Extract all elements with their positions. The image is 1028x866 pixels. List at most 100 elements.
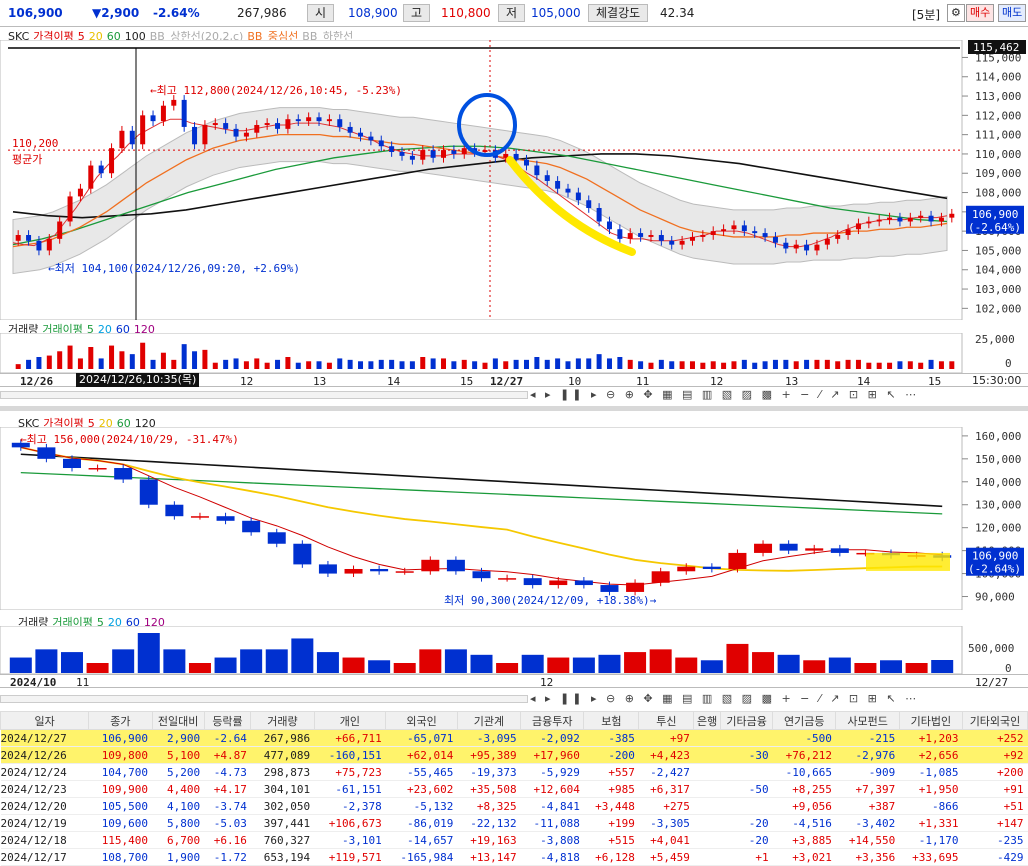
lower-scrollbar[interactable] <box>0 695 528 703</box>
candle <box>233 128 239 137</box>
column-header[interactable]: 투신 <box>638 711 695 730</box>
volume-bar <box>598 654 621 673</box>
candle <box>679 240 685 245</box>
table-cell <box>720 763 773 781</box>
table-cell: +3,356 <box>835 848 900 866</box>
table-cell: -3,305 <box>638 814 694 832</box>
volume-bar <box>887 362 893 369</box>
y-tick-label: 105,000 <box>975 244 1021 257</box>
table-cell: +252 <box>962 729 1028 747</box>
upper-time-axis: 12/26 12 13 14 15 12/27 10 11 12 13 14 15 <box>0 373 1028 388</box>
table-cell: -10,665 <box>772 763 836 781</box>
candle <box>772 236 778 243</box>
volume-bar <box>793 361 799 369</box>
candle <box>254 124 260 133</box>
column-header[interactable]: 등락률 <box>203 711 252 730</box>
table-cell: -4,516 <box>772 814 836 832</box>
candle <box>876 219 882 222</box>
volume-bar <box>492 358 498 369</box>
volume-bar <box>243 361 249 369</box>
intraday-volume-chart[interactable]: 25,000 0 <box>0 333 1028 373</box>
table-cell: 760,327 <box>250 831 315 849</box>
chart-toolbar[interactable]: ◂ ▸ ❚❚ ▸ ⊖ ⊕ ✥ ▦ ▤ ▥ ▧ ▨ ▩ + − ⁄ ↗ ⊡ ⊞ ↖… <box>530 388 920 401</box>
scrollbar[interactable] <box>0 391 528 399</box>
table-row[interactable]: 2024/12/24 104,700 5,200 -4.73 298,873 +75,72… <box>0 763 1028 781</box>
column-header[interactable]: 연기금등 <box>772 711 837 730</box>
table-cell: +4.87 <box>204 746 251 764</box>
volume-bar <box>112 649 135 673</box>
candle <box>741 225 747 232</box>
daily-price-chart[interactable]: 90,000100,000110,000120,000130,000140,00… <box>0 427 1028 610</box>
column-header[interactable]: 거래량 <box>250 711 315 730</box>
table-cell: -165,984 <box>385 848 458 866</box>
column-header[interactable]: 은행 <box>693 711 722 730</box>
last-price-tag <box>966 205 1024 234</box>
candle <box>37 447 56 459</box>
volume-bar <box>521 654 544 673</box>
buy-button[interactable]: 매수 <box>966 4 995 22</box>
column-header[interactable]: 기타법인 <box>898 711 964 730</box>
table-row[interactable]: 2024/12/19 109,600 5,800 -5.03 397,441 +106,6… <box>0 814 1028 832</box>
column-header[interactable]: 금융투자 <box>520 711 585 730</box>
candle <box>918 215 924 218</box>
column-header[interactable]: 종가 <box>88 711 153 730</box>
table-cell: -3.74 <box>204 797 251 815</box>
candle <box>202 124 208 145</box>
column-header[interactable]: 기타금융 <box>720 711 774 730</box>
candle <box>399 152 405 156</box>
candle <box>835 235 841 239</box>
candle <box>88 468 107 470</box>
table-cell: -1,085 <box>899 763 963 781</box>
candle <box>368 136 374 141</box>
column-header[interactable]: 일자 <box>0 711 90 730</box>
candle <box>658 235 664 241</box>
lower-chart-toolbar[interactable]: ◂ ▸ ❚❚ ▸ ⊖ ⊕ ✥ ▦ ▤ ▥ ▧ ▨ ▩ + − ⁄ ↗ ⊡ ⊞ ↖… <box>530 692 920 705</box>
volume-bar <box>866 362 872 369</box>
volume-bar <box>26 359 32 369</box>
table-cell: -866 <box>899 797 963 815</box>
table-row[interactable]: 2024/12/26 109,800 5,100 +4.87 477,089 -160,1… <box>0 746 1028 764</box>
volume-bar <box>828 657 851 673</box>
table-cell: 109,600 <box>88 814 153 832</box>
table-cell: +66,711 <box>314 729 386 747</box>
table-cell: +8,255 <box>772 780 836 798</box>
volume-bar <box>150 359 156 369</box>
volume-bar <box>233 358 239 369</box>
candle <box>498 578 517 580</box>
daily-volume-chart[interactable]: 500,000 0 <box>0 626 1028 674</box>
intraday-price-chart[interactable]: 102,000103,000104,000105,000106,000107,0… <box>0 40 1028 320</box>
volume-bar <box>368 361 374 369</box>
table-row[interactable]: 2024/12/18 115,400 6,700 +6.16 760,327 -3,101… <box>0 831 1028 849</box>
volume-bar <box>67 345 73 369</box>
volume-value: 267,986 <box>237 6 287 20</box>
sell-button[interactable]: 매도 <box>998 4 1027 22</box>
table-row[interactable]: 2024/12/27 106,900 2,900 -2.64 267,986 +66,71… <box>0 729 1028 747</box>
settings-icon[interactable]: ⚙ <box>947 4 965 22</box>
table-row[interactable]: 2024/12/20 105,500 4,100 -3.74 302,050 -2,378… <box>0 797 1028 815</box>
column-header[interactable]: 개인 <box>313 711 387 730</box>
candle <box>57 221 63 239</box>
column-header[interactable]: 보험 <box>583 711 640 730</box>
table-row[interactable]: 2024/12/23 109,900 4,400 +4.17 304,101 -61,15… <box>0 780 1028 798</box>
table-row[interactable]: 2024/12/17 108,700 1,900 -1.72 653,194 +119,5… <box>0 848 1028 866</box>
period-selector[interactable]: [5분] <box>912 8 941 22</box>
volume-bar <box>586 358 592 369</box>
candle <box>866 221 872 224</box>
volume-bar <box>855 359 861 369</box>
volume-bar <box>46 355 52 369</box>
y-tick-label: 140,000 <box>975 476 1021 489</box>
table-cell: +515 <box>583 831 639 849</box>
column-header[interactable]: 사모펀드 <box>835 711 900 730</box>
volume-bar <box>451 361 457 369</box>
table-cell: -22,132 <box>457 814 521 832</box>
column-header[interactable]: 기타외국인 <box>962 711 1028 730</box>
column-header[interactable]: 외국인 <box>385 711 458 730</box>
column-header[interactable]: 기관계 <box>456 711 522 730</box>
column-header[interactable]: 전일대비 <box>151 711 205 730</box>
strength-label: 체결강도 <box>588 4 649 22</box>
candle <box>555 180 561 189</box>
y-tick-label: 113,000 <box>975 90 1021 103</box>
y-tick-label: 108,000 <box>975 187 1021 200</box>
candle <box>907 217 913 222</box>
table-cell: 2024/12/24 <box>0 763 89 781</box>
